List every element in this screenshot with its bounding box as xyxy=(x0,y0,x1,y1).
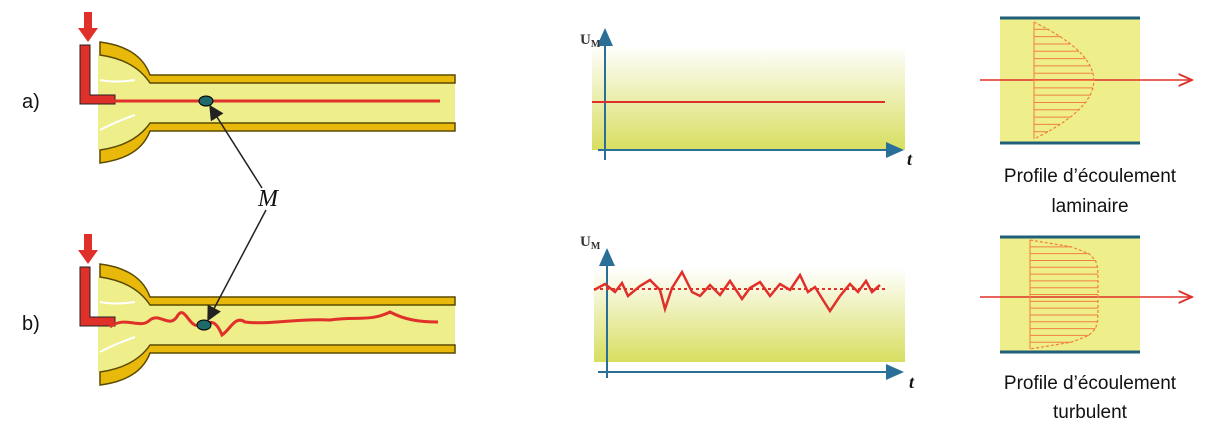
caption: Profile d’écoulement xyxy=(1004,373,1177,394)
caption: laminaire xyxy=(1051,196,1128,217)
axis-label-sub: M xyxy=(591,39,601,50)
point xyxy=(197,320,211,330)
graph-area xyxy=(594,268,905,362)
profile xyxy=(980,237,1192,352)
point xyxy=(199,96,213,106)
point-label: M xyxy=(257,186,280,212)
axis-label: UM xyxy=(580,32,601,50)
axis-label: t xyxy=(909,372,915,392)
diagram: a) b) M UM t UM t Profile d’écoulement l… xyxy=(0,0,1221,421)
pipe-turbulent xyxy=(78,234,455,385)
axis-label: UM xyxy=(580,234,601,252)
profile xyxy=(980,18,1192,143)
axis-label: t xyxy=(907,149,913,169)
case-label: b) xyxy=(22,313,40,335)
axis-label-main: U xyxy=(580,234,591,250)
axis-label-sub: M xyxy=(591,241,601,252)
case-label: a) xyxy=(22,91,40,113)
caption: Profile d’écoulement xyxy=(1004,166,1177,187)
pipe-laminar xyxy=(78,12,455,163)
caption: turbulent xyxy=(1053,402,1128,421)
graph-area xyxy=(592,45,905,150)
axis-label-main: U xyxy=(580,32,591,48)
